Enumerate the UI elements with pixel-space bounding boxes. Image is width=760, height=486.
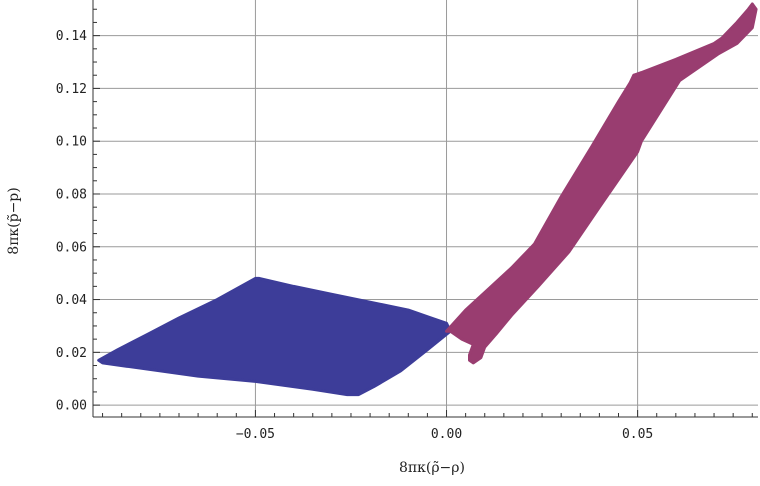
y-tick-label: 0.14 xyxy=(56,29,87,44)
y-tick-label: 0.10 xyxy=(56,135,87,150)
x-axis-title: 8πκ(ρ̃−ρ) xyxy=(399,460,465,476)
plot-area xyxy=(97,2,758,397)
y-tick-label: 0.06 xyxy=(56,240,87,255)
y-tick-label: 0.04 xyxy=(56,293,87,308)
x-tick-label: −0.05 xyxy=(236,427,275,442)
x-tick-label: 0.00 xyxy=(431,427,462,442)
y-axis-title: 8πκ(p̃−p) xyxy=(6,187,22,254)
axes xyxy=(92,0,758,418)
y-tick-label: 0.12 xyxy=(56,82,87,97)
y-tick-label: 0.08 xyxy=(56,187,87,202)
series-region-1 xyxy=(97,276,452,397)
y-tick-label: 0.00 xyxy=(56,399,87,414)
y-tick-label: 0.02 xyxy=(56,346,87,361)
x-tick-label: 0.05 xyxy=(622,427,653,442)
tick-labels: −0.05 0.00 0.05 0.00 0.02 0.04 0.06 0.08 0.10 0.1… xyxy=(56,29,654,442)
series-region-2 xyxy=(445,2,758,365)
